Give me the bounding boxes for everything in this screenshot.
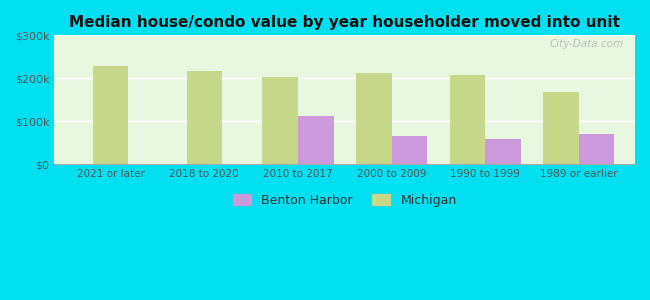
Bar bbox=[485, 139, 521, 164]
Bar bbox=[298, 116, 333, 164]
Bar bbox=[263, 77, 298, 164]
Bar bbox=[93, 66, 129, 164]
Bar bbox=[391, 136, 427, 164]
Bar bbox=[187, 70, 222, 164]
Text: City-Data.com: City-Data.com bbox=[549, 39, 623, 49]
Bar bbox=[578, 134, 614, 164]
Bar bbox=[543, 92, 578, 164]
Title: Median house/condo value by year householder moved into unit: Median house/condo value by year househo… bbox=[70, 15, 620, 30]
Legend: Benton Harbor, Michigan: Benton Harbor, Michigan bbox=[227, 189, 462, 212]
Bar bbox=[356, 73, 391, 164]
Bar bbox=[450, 75, 485, 164]
